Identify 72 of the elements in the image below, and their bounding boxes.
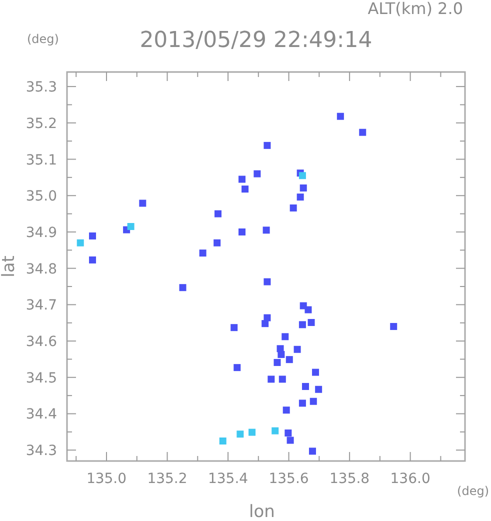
- point: [278, 350, 285, 358]
- x-tick-label: 135.0: [86, 471, 127, 487]
- chart-title: 2013/05/29 22:49:14: [140, 28, 372, 53]
- point: [139, 200, 146, 207]
- point: [179, 284, 186, 292]
- point: [219, 438, 226, 445]
- y-tick-label: 34.4: [26, 406, 58, 423]
- point: [278, 376, 286, 383]
- point: [298, 172, 306, 180]
- point: [214, 210, 222, 218]
- text: (deg): [457, 484, 489, 498]
- point: [294, 346, 301, 353]
- point: [298, 400, 306, 407]
- point: [236, 430, 244, 438]
- point: [199, 250, 206, 257]
- y-tick-label: 34.7: [26, 298, 57, 314]
- point: [264, 278, 271, 286]
- point: [238, 228, 246, 236]
- point: [234, 364, 241, 372]
- point: [76, 239, 84, 246]
- point: [304, 306, 312, 314]
- point: [262, 226, 270, 234]
- y-axis-title: lat: [0, 255, 19, 278]
- y-tick-label: 34.9: [26, 224, 57, 241]
- point: [302, 382, 309, 390]
- y-tick-label: 35.0: [26, 188, 57, 205]
- point: [308, 318, 315, 326]
- y-tick-label: 35.3: [26, 80, 57, 96]
- point: [390, 322, 398, 330]
- x-tick-label: 135.4: [208, 471, 248, 487]
- point: [264, 142, 271, 149]
- x-tick-label: 136.0: [390, 471, 430, 487]
- point: [268, 376, 275, 383]
- point: [296, 194, 304, 201]
- x-tick-label: 135.6: [268, 471, 309, 487]
- x-axis-title: lon: [249, 502, 275, 521]
- point: [286, 436, 294, 444]
- x-tick-label: 135.8: [330, 471, 370, 487]
- point: [359, 128, 366, 136]
- point: [242, 186, 249, 193]
- point: [298, 321, 306, 328]
- point: [282, 406, 290, 414]
- point: [254, 170, 261, 178]
- point: [312, 368, 320, 376]
- point: [272, 427, 279, 434]
- point: [284, 430, 292, 437]
- point: [89, 256, 96, 264]
- y-tick-label: 35.2: [26, 116, 57, 132]
- point: [89, 232, 96, 240]
- point: [286, 356, 293, 364]
- point: [315, 386, 322, 393]
- point: [274, 358, 281, 366]
- point: [238, 176, 246, 183]
- point: [248, 428, 256, 436]
- point: [127, 223, 134, 230]
- point: [336, 112, 344, 120]
- y-tick-label: 34.3: [26, 443, 57, 460]
- point: [282, 333, 289, 340]
- point: [308, 448, 316, 455]
- point: [310, 398, 317, 405]
- y-tick-label: 34.5: [26, 370, 57, 386]
- point: [300, 184, 307, 192]
- point: [214, 239, 221, 246]
- point: [262, 320, 269, 328]
- y-tick-label: 34.8: [26, 261, 57, 278]
- y-tick-label: 35.1: [26, 152, 57, 168]
- text: (deg): [27, 32, 59, 46]
- point: [230, 324, 238, 332]
- y-tick-label: 34.6: [26, 334, 58, 350]
- text: ALT(km) 2.0: [368, 0, 463, 18]
- point: [290, 204, 297, 212]
- x-tick-label: 135.2: [147, 471, 188, 487]
